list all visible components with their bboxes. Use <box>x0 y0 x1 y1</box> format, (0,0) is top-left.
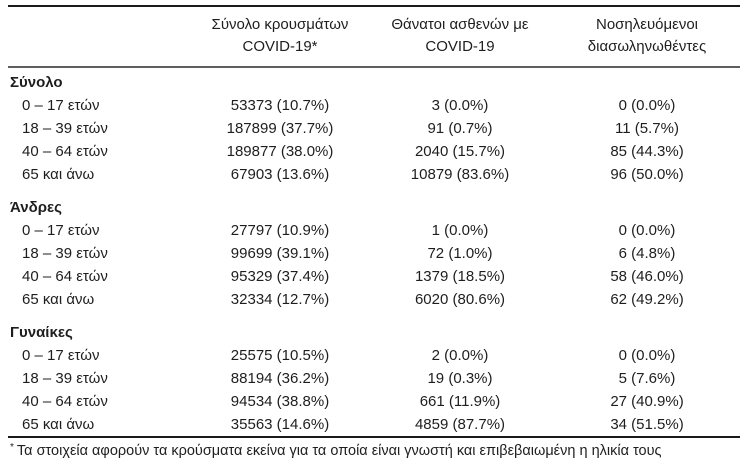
deaths-cell: 3 (0.0%) <box>431 97 489 114</box>
group-label: Σύνολο <box>10 73 63 91</box>
deaths-cell: 2 (0.0%) <box>431 347 489 364</box>
intubated-cell: 6 (4.8%) <box>618 245 676 262</box>
table-row: 0 – 17 ετών 25575 (10.5%) 2 (0.0%) 0 (0.0%) <box>8 344 740 367</box>
column-header-cases-line2: COVID-19* <box>242 38 318 55</box>
age-group-label: 40 – 64 ετών <box>22 393 108 410</box>
table-row: 0 – 17 ετών 53373 (10.7%) 3 (0.0%) 0 (0.0%) <box>8 94 740 117</box>
column-header-deaths-line1: Θάνατοι ασθενών με <box>391 16 529 33</box>
table-row: 0 – 17 ετών 27797 (10.9%) 1 (0.0%) 0 (0.0%) <box>8 219 740 242</box>
cases-cell: 53373 (10.7%) <box>230 97 330 114</box>
column-header-intubated-line2: διασωληνωθέντες <box>587 38 707 55</box>
cases-cell: 27797 (10.9%) <box>230 222 330 239</box>
cases-cell: 95329 (37.4%) <box>230 268 330 285</box>
deaths-cell: 19 (0.3%) <box>427 370 493 387</box>
cases-cell: 88194 (36.2%) <box>230 370 330 387</box>
age-group-label: 40 – 64 ετών <box>22 268 108 285</box>
table-row: 18 – 39 ετών 99699 (39.1%) 72 (1.0%) 6 (4.8… <box>8 242 740 265</box>
intubated-cell: 5 (7.6%) <box>618 370 676 387</box>
table-header-row: Σύνολο κρουσμάτων COVID-19* Θάνατοι ασθε… <box>8 7 740 66</box>
group-header-row: Γυναίκες <box>8 318 740 344</box>
group-label: Γυναίκες <box>10 323 73 341</box>
age-group-label: 65 και άνω <box>22 416 95 433</box>
cases-cell: 189877 (38.0%) <box>226 143 334 160</box>
column-header-intubated: Νοσηλευόμενοι διασωληνωθέντες <box>554 14 740 58</box>
deaths-cell: 661 (11.9%) <box>419 393 501 410</box>
table-top-rule <box>8 5 740 7</box>
age-group-label: 65 και άνω <box>22 166 95 183</box>
table-row: 65 και άνω 32334 (12.7%) 6020 (80.6%) 62 (4… <box>8 288 740 311</box>
deaths-cell: 10879 (83.6%) <box>410 166 510 183</box>
intubated-cell: 62 (49.2%) <box>610 291 684 308</box>
cases-cell: 35563 (14.6%) <box>230 416 330 433</box>
table-body: Σύνολο 0 – 17 ετών 53373 (10.7%) 3 (0.0%) 0 … <box>8 68 740 436</box>
table-row: 18 – 39 ετών 88194 (36.2%) 19 (0.3%) 5 (7.6… <box>8 367 740 390</box>
cases-cell: 99699 (39.1%) <box>230 245 330 262</box>
age-group-label: 18 – 39 ετών <box>22 120 108 137</box>
deaths-cell: 1 (0.0%) <box>431 222 489 239</box>
deaths-cell: 91 (0.7%) <box>427 120 493 137</box>
cases-cell: 94534 (38.8%) <box>230 393 330 410</box>
footnote-marker: * <box>10 442 14 453</box>
column-header-deaths-line2: COVID-19 <box>425 38 495 55</box>
age-group-label: 65 και άνω <box>22 291 95 308</box>
intubated-cell: 27 (40.9%) <box>610 393 684 410</box>
column-header-cases: Σύνολο κρουσμάτων COVID-19* <box>194 14 366 58</box>
age-group-label: 18 – 39 ετών <box>22 370 108 387</box>
age-group-label: 0 – 17 ετών <box>22 347 100 364</box>
deaths-cell: 72 (1.0%) <box>427 245 493 262</box>
cases-cell: 67903 (13.6%) <box>230 166 330 183</box>
intubated-cell: 85 (44.3%) <box>610 143 684 160</box>
intubated-cell: 0 (0.0%) <box>618 97 676 114</box>
table-row: 65 και άνω 67903 (13.6%) 10879 (83.6%) 96 (… <box>8 163 740 186</box>
intubated-cell: 58 (46.0%) <box>610 268 684 285</box>
column-header-cases-line1: Σύνολο κρουσμάτων <box>211 16 349 33</box>
column-header-intubated-line1: Νοσηλευόμενοι <box>595 16 698 33</box>
table-row: 40 – 64 ετών 95329 (37.4%) 1379 (18.5%) 58 … <box>8 265 740 288</box>
table-row: 65 και άνω 35563 (14.6%) 4859 (87.7%) 34 (5… <box>8 413 740 436</box>
intubated-cell: 0 (0.0%) <box>618 347 676 364</box>
age-group-label: 18 – 39 ετών <box>22 245 108 262</box>
deaths-cell: 4859 (87.7%) <box>414 416 506 433</box>
intubated-cell: 11 (5.7%) <box>615 120 679 137</box>
group-header-row: Άνδρες <box>8 193 740 219</box>
cases-cell: 187899 (37.7%) <box>226 120 334 137</box>
group-label: Άνδρες <box>10 198 62 216</box>
section-gap <box>8 186 740 193</box>
deaths-cell: 1379 (18.5%) <box>414 268 506 285</box>
section-gap <box>8 311 740 318</box>
age-group-label: 0 – 17 ετών <box>22 222 100 239</box>
intubated-cell: 96 (50.0%) <box>610 166 684 183</box>
intubated-cell: 34 (51.5%) <box>610 416 684 433</box>
deaths-cell: 6020 (80.6%) <box>414 291 506 308</box>
group-header-row: Σύνολο <box>8 68 740 94</box>
age-group-label: 0 – 17 ετών <box>22 97 100 114</box>
table-row: 40 – 64 ετών 94534 (38.8%) 661 (11.9%) 27 (… <box>8 390 740 413</box>
table-header: Σύνολο κρουσμάτων COVID-19* Θάνατοι ασθε… <box>8 7 740 66</box>
cases-cell: 25575 (10.5%) <box>230 347 330 364</box>
footnote-separator-rule <box>8 436 740 438</box>
footnote: * Τα στοιχεία αφορούν τα κρούσματα εκείνα… <box>8 438 740 462</box>
table-row: 40 – 64 ετών 189877 (38.0%) 2040 (15.7%) 85… <box>8 140 740 163</box>
table-row: 18 – 39 ετών 187899 (37.7%) 91 (0.7%) 11 (5… <box>8 117 740 140</box>
age-group-label: 40 – 64 ετών <box>22 143 108 160</box>
deaths-cell: 2040 (15.7%) <box>414 143 506 160</box>
column-header-deaths: Θάνατοι ασθενών με COVID-19 <box>366 14 554 58</box>
header-separator-rule <box>8 66 740 68</box>
footnote-text: Τα στοιχεία αφορούν τα κρούσματα εκείνα … <box>16 443 662 459</box>
intubated-cell: 0 (0.0%) <box>618 222 676 239</box>
cases-cell: 32334 (12.7%) <box>230 291 330 308</box>
